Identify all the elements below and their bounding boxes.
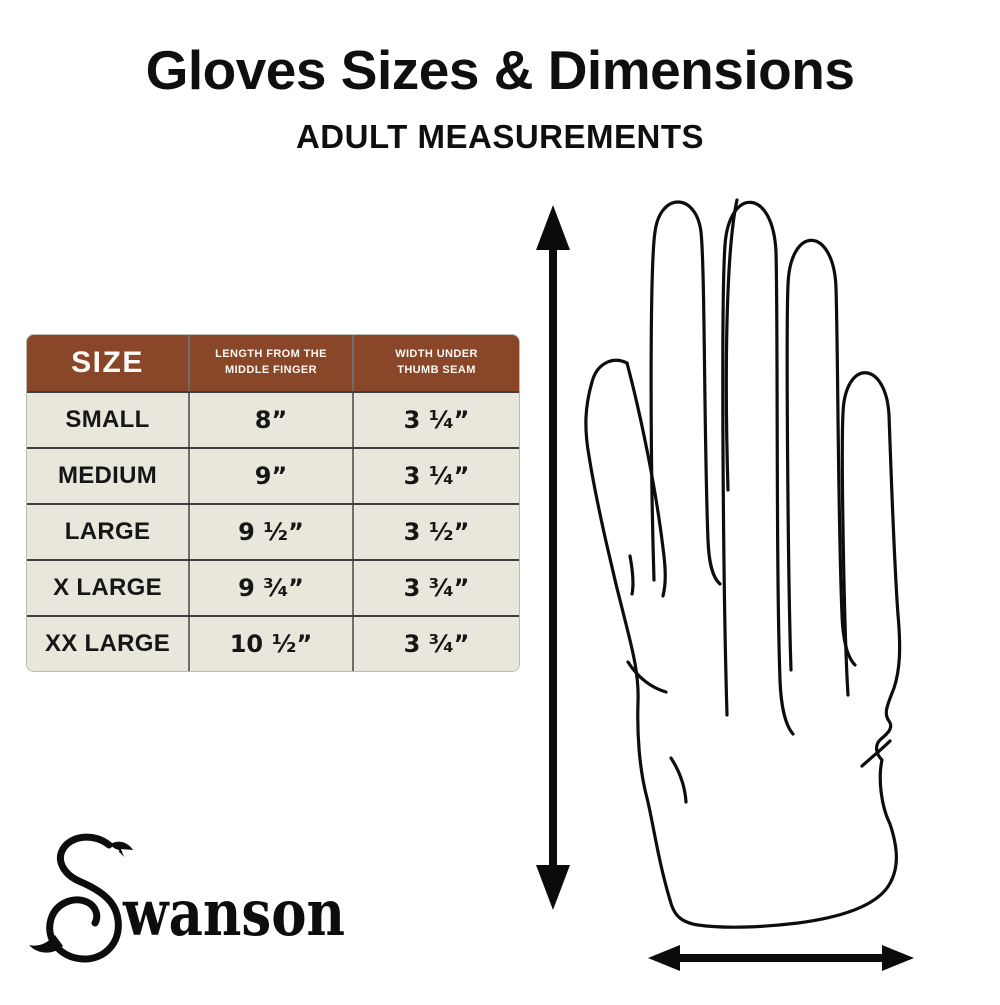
swanson-logo-svg: wanson [29,833,345,963]
header-cell-length: LENGTH FROM THE MIDDLE FINGER [188,335,352,391]
glove-outline-icon [584,198,902,929]
size-table: SIZE LENGTH FROM THE MIDDLE FINGER WIDTH… [26,334,520,672]
table-header-row: SIZE LENGTH FROM THE MIDDLE FINGER WIDTH… [27,335,519,391]
table-row: X LARGE 9 ³⁄₄” 3 ³⁄₄” [27,559,519,615]
cell-size-label: MEDIUM [57,462,158,489]
swan-icon [29,833,133,963]
cell-size-label: SMALL [65,406,150,433]
cell-width-value: 3 ¹⁄₂” [352,505,519,559]
table-row: SMALL 8” 3 ¹⁄₄” [27,391,519,447]
glove-diagram-svg [536,198,914,971]
vertical-measure-arrow-icon [536,205,570,910]
page-title: Gloves Sizes & Dimensions [145,39,855,101]
table-row: MEDIUM 9” 3 ¹⁄₄” [27,447,519,503]
cell-size-label: LARGE [64,518,151,545]
header-cell-size: SIZE [71,346,144,379]
table-row: XX LARGE 10 ¹⁄₂” 3 ³⁄₄” [27,615,519,671]
glove-measurement-diagram [530,160,1000,1000]
swanson-logo: wanson [25,823,355,993]
cell-size-label: X LARGE [53,574,162,601]
table-row: LARGE 9 ¹⁄₂” 3 ¹⁄₂” [27,503,519,559]
page-subtitle: ADULT MEASUREMENTS [295,118,705,155]
cell-width-value: 3 ³⁄₄” [352,561,519,615]
cell-length-value: 9 ¹⁄₂” [188,505,352,559]
header-cell-width-label: WIDTH UNDER THUMB SEAM [395,348,478,376]
cell-width-value: 3 ³⁄₄” [352,617,519,671]
cell-length-value: 9” [188,449,352,503]
cell-length-value: 8” [188,393,352,447]
cell-width-value: 3 ¹⁄₄” [352,393,519,447]
horizontal-measure-arrow-icon [648,945,914,971]
header-cell-length-label: LENGTH FROM THE MIDDLE FINGER [215,348,327,376]
logo-text: wanson [122,876,345,951]
header-cell-width: WIDTH UNDER THUMB SEAM [352,335,519,391]
cell-length-value: 10 ¹⁄₂” [188,617,352,671]
cell-width-value: 3 ¹⁄₄” [352,449,519,503]
cell-length-value: 9 ³⁄₄” [188,561,352,615]
cell-size-label: XX LARGE [44,630,171,657]
